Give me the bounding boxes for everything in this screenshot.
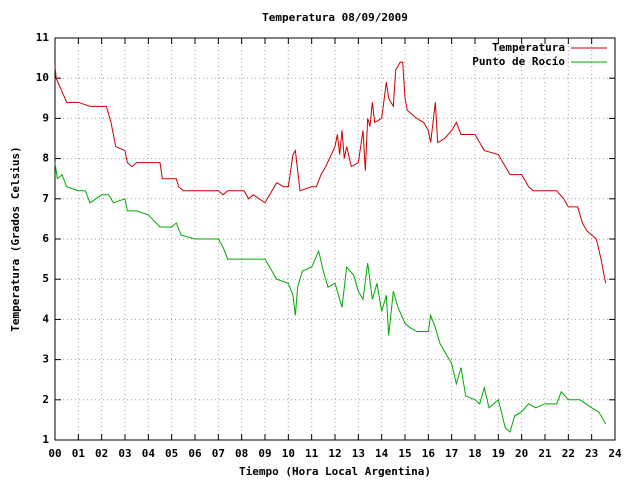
x-tick-label: 15 xyxy=(398,447,411,460)
x-tick-label: 10 xyxy=(282,447,295,460)
x-tick-label: 02 xyxy=(95,447,108,460)
x-tick-label: 21 xyxy=(538,447,552,460)
y-tick-label: 5 xyxy=(42,272,49,285)
x-tick-label: 09 xyxy=(258,447,271,460)
x-axis-label: Tiempo (Hora Local Argentina) xyxy=(239,465,431,478)
x-tick-label: 23 xyxy=(585,447,598,460)
x-tick-label: 18 xyxy=(468,447,481,460)
plot-border xyxy=(54,37,616,441)
y-tick-label: 10 xyxy=(36,71,49,84)
x-tick-label: 11 xyxy=(305,447,319,460)
legend-label: Punto de Rocío xyxy=(472,55,565,68)
x-tick-label: 19 xyxy=(492,447,505,460)
x-tick-label: 01 xyxy=(72,447,86,460)
x-tick-label: 08 xyxy=(235,447,248,460)
y-tick-label: 7 xyxy=(42,192,49,205)
x-tick-label: 00 xyxy=(48,447,61,460)
series-line xyxy=(54,61,607,284)
series-line xyxy=(54,162,607,433)
x-tick-label: 20 xyxy=(515,447,528,460)
x-tick-label: 22 xyxy=(562,447,575,460)
x-tick-label: 12 xyxy=(328,447,341,460)
x-tick-label: 06 xyxy=(188,447,202,460)
y-tick-label: 3 xyxy=(42,353,49,366)
x-tick-label: 07 xyxy=(212,447,225,460)
chart-title: Temperatura 08/09/2009 xyxy=(262,11,408,24)
x-tick-label: 14 xyxy=(375,447,389,460)
x-tick-label: 05 xyxy=(165,447,178,460)
x-tick-label: 03 xyxy=(118,447,131,460)
x-tick-label: 13 xyxy=(352,447,365,460)
x-tick-label: 16 xyxy=(422,447,436,460)
y-tick-label: 1 xyxy=(42,433,49,446)
x-tick-label: 17 xyxy=(445,447,458,460)
y-tick-label: 6 xyxy=(42,232,49,245)
y-tick-label: 8 xyxy=(42,152,49,165)
y-tick-label: 2 xyxy=(42,393,49,406)
y-tick-label: 4 xyxy=(42,312,49,325)
y-tick-label: 9 xyxy=(42,111,49,124)
x-tick-label: 04 xyxy=(142,447,156,460)
x-tick-label: 24 xyxy=(608,447,622,460)
y-tick-label: 11 xyxy=(36,31,50,44)
legend-label: Temperatura xyxy=(492,41,565,54)
y-axis-label: Temperatura (Grados Celsius) xyxy=(9,146,22,331)
